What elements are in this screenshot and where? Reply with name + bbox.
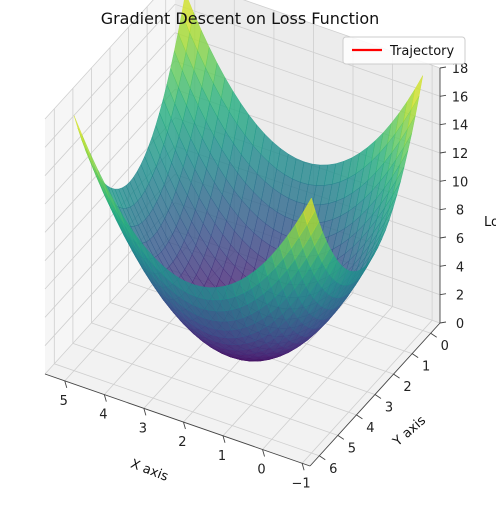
z-tick-label-2: 4 xyxy=(456,260,464,275)
x-axis-label: X axis xyxy=(128,457,170,485)
y-tick-mark-5 xyxy=(337,434,345,440)
z-axis-label: Loss xyxy=(484,215,496,230)
x-tick-mark-5 xyxy=(262,449,265,457)
y-tick-mark-6 xyxy=(319,455,326,461)
z-tick-mark-0 xyxy=(439,321,447,324)
y-tick-mark-3 xyxy=(374,394,382,399)
z-tick-label-8: 16 xyxy=(452,90,469,105)
z-tick-label-6: 12 xyxy=(452,147,469,162)
y-tick-label-2: 2 xyxy=(403,380,411,395)
z-tick-mark-6 xyxy=(439,151,447,154)
x-tick-mark-0 xyxy=(64,380,68,388)
x-tick-label-3: 2 xyxy=(178,435,186,450)
y-tick-mark-2 xyxy=(393,373,400,379)
z-tick-mark-2 xyxy=(439,264,447,267)
x-tick-label-5: 0 xyxy=(257,463,265,478)
x-tick-mark-1 xyxy=(103,394,107,402)
z-tick-label-0: 0 xyxy=(456,317,464,332)
y-tick-label-4: 4 xyxy=(366,421,374,436)
x-tick-label-0: 5 xyxy=(60,394,68,409)
legend: Trajectory xyxy=(342,36,466,65)
grid-line-z-7 xyxy=(44,32,441,176)
z-tick-mark-5 xyxy=(439,179,447,182)
y-axis-label: Y axis xyxy=(390,413,430,450)
x-axis-line xyxy=(44,373,311,467)
y-tick-label-5: 5 xyxy=(348,441,356,456)
z-tick-mark-9 xyxy=(439,66,447,69)
z-tick-mark-8 xyxy=(439,94,447,97)
y-tick-mark-1 xyxy=(411,353,419,359)
x-tick-label-2: 3 xyxy=(139,421,147,436)
x-tick-mark-4 xyxy=(222,435,226,443)
y-tick-mark-0 xyxy=(430,332,437,338)
surface-patch-0-29 xyxy=(303,197,316,225)
y-tick-label-0: 0 xyxy=(441,339,449,354)
z-tick-label-1: 2 xyxy=(456,289,464,304)
z-tick-mark-7 xyxy=(439,123,447,126)
x-tick-mark-3 xyxy=(183,421,186,430)
y-tick-label-1: 1 xyxy=(422,360,430,375)
z-tick-label-3: 6 xyxy=(456,232,464,247)
y-tick-label-3: 3 xyxy=(385,401,393,416)
z-tick-label-7: 14 xyxy=(452,119,469,134)
z-tick-mark-1 xyxy=(439,293,447,296)
legend-box xyxy=(342,36,466,65)
y-tick-label-6: 6 xyxy=(329,462,337,477)
grid-line-z-8 xyxy=(44,3,441,148)
x-tick-mark-2 xyxy=(143,408,147,416)
z-tick-label-4: 8 xyxy=(456,204,464,219)
z-tick-mark-3 xyxy=(439,236,447,239)
legend-label-trajectory: Trajectory xyxy=(389,44,454,59)
y-tick-mark-4 xyxy=(356,414,363,420)
chart-title: Gradient Descent on Loss Function xyxy=(101,9,380,28)
x-tick-label-6: −1 xyxy=(292,476,311,491)
x-tick-mark-6 xyxy=(301,463,305,471)
x-tick-label-1: 4 xyxy=(99,408,107,423)
z-tick-mark-4 xyxy=(439,208,447,211)
loss-surface xyxy=(73,0,423,362)
z-tick-label-9: 18 xyxy=(452,62,469,77)
x-tick-label-4: 1 xyxy=(218,449,226,464)
z-tick-label-5: 10 xyxy=(452,175,469,190)
